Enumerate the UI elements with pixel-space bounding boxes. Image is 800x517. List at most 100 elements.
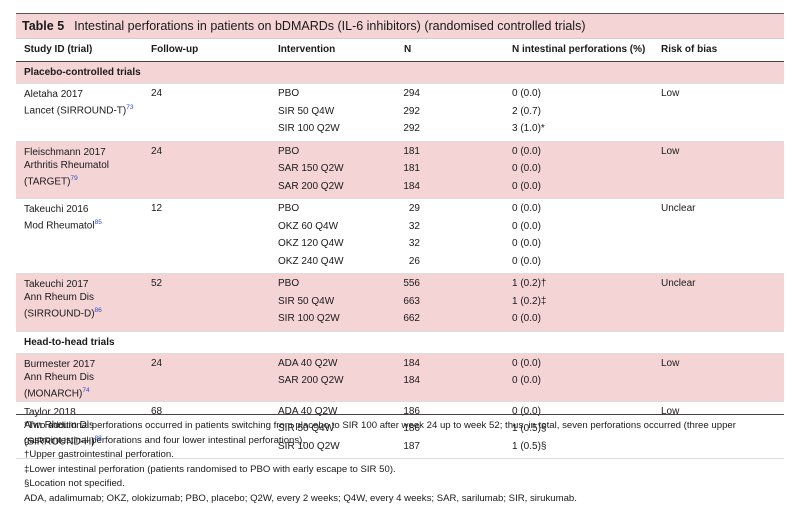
risk-of-bias: Low: [661, 145, 680, 157]
n-count: 186: [403, 423, 420, 434]
reference-link[interactable]: 74: [82, 386, 90, 394]
reference-link[interactable]: 73: [126, 104, 134, 111]
section-head-to-head: Head-to-head trials: [16, 331, 784, 354]
table-row: OKZ 120 Q4W 32 0 (0.0): [16, 235, 784, 252]
table-label: Table 5: [22, 19, 65, 33]
study-id: Fleischmann 2017 Arthritis Rheumatol (TARG…: [24, 146, 110, 187]
intervention: ADA 40 Q2W: [278, 357, 338, 369]
study-id: Taylor 2018 Ann Rheum Dis (SIRROUND-H)88: [24, 406, 102, 447]
followup-weeks: 24: [151, 145, 163, 157]
intervention: ADA 40 Q2W: [278, 405, 338, 417]
note: *Two additional perforations occurred in…: [24, 420, 736, 446]
table-row: SIR 100 Q2W 187 1 (0.5)§: [16, 438, 784, 455]
risk-of-bias: Low: [661, 88, 680, 99]
table-row: PBO 294 0 (0.0): [16, 85, 784, 102]
header-study: Study ID (trial): [24, 44, 93, 55]
followup-weeks: 68: [151, 405, 163, 417]
table-caption: Intestinal perforations in patients on b…: [74, 19, 586, 33]
header-row: Study ID (trial) Follow-up Intervention …: [16, 38, 784, 62]
intervention: SIR 100 Q2W: [278, 440, 340, 452]
note: ADA, adalimumab; OKZ, olokizumab; PBO, p…: [24, 492, 577, 504]
reference-link[interactable]: 85: [94, 219, 102, 226]
table-row: SIR 100 Q2W 292 3 (1.0)*: [16, 120, 784, 137]
followup-weeks: 52: [151, 278, 163, 289]
intervention: PBO: [278, 88, 300, 99]
trial-group: Aletaha 2017 Lancet (SIRROUND-T)73 24 Low PB…: [16, 84, 784, 142]
trial-group: Taylor 2018 Ann Rheum Dis (SIRROUND-H)88 68…: [16, 402, 784, 459]
n-count: 556: [403, 278, 420, 289]
n-count: 187: [403, 440, 420, 452]
reference-link[interactable]: 86: [94, 307, 102, 314]
n-count: 292: [403, 123, 420, 134]
n-count: 292: [403, 105, 420, 117]
n-count: 184: [403, 375, 420, 386]
results-table: Table 5 Intestinal perforations in patien…: [16, 13, 784, 459]
intervention: OKZ 60 Q4W: [278, 220, 339, 232]
n-count: 32: [408, 220, 420, 232]
header-intervention: Intervention: [278, 44, 336, 55]
perforation-count: 0 (0.0): [512, 88, 541, 99]
perforation-count: 1 (0.2)‡: [512, 295, 547, 307]
followup-weeks: 24: [151, 357, 163, 369]
intervention: SAR 200 Q2W: [278, 375, 344, 386]
perforation-count: 0 (0.0): [512, 313, 541, 324]
reference-link[interactable]: 88: [94, 434, 102, 442]
table-row: OKZ 240 Q4W 26 0 (0.0): [16, 253, 784, 270]
study-id: Takeuchi 2017 Ann Rheum Dis (SIRROUND-D)86: [24, 279, 102, 320]
n-count: 294: [403, 88, 420, 99]
intervention: SAR 200 Q2W: [278, 180, 344, 192]
table-row: SIR 50 Q4W 663 1 (0.2)‡: [16, 293, 784, 310]
trial-group: Fleischmann 2017 Arthritis Rheumatol (TARG…: [16, 141, 784, 199]
followup-weeks: 24: [151, 88, 163, 99]
perforation-count: 0 (0.0): [512, 220, 541, 232]
table-row: SIR 100 Q2W 662 0 (0.0): [16, 310, 784, 327]
intervention: OKZ 240 Q4W: [278, 255, 344, 267]
followup-weeks: 12: [151, 203, 163, 214]
intervention: PBO: [278, 145, 300, 157]
trial-group: Takeuchi 2017 Ann Rheum Dis (SIRROUND-D)86…: [16, 274, 784, 332]
n-count: 32: [408, 238, 420, 249]
risk-of-bias: Unclear: [661, 278, 696, 289]
table-row: PBO 29 0 (0.0): [16, 200, 784, 217]
perforation-count: 1 (0.5)§: [512, 440, 547, 452]
table-row: PBO 556 1 (0.2)†: [16, 275, 784, 292]
note: ‡Lower intestinal perforation (patients …: [24, 463, 396, 475]
study-id: Aletaha 2017 Lancet (SIRROUND-T)73: [24, 89, 134, 117]
perforation-count: 0 (0.0): [512, 163, 541, 174]
risk-of-bias: Unclear: [661, 203, 696, 214]
header-n: N: [404, 44, 412, 55]
table-row: OKZ 60 Q4W 32 0 (0.0): [16, 218, 784, 235]
intervention: OKZ 120 Q4W: [278, 238, 344, 249]
n-count: 662: [403, 313, 420, 324]
perforation-count: 2 (0.7): [512, 105, 541, 117]
header-risk-of-bias: Risk of bias: [661, 44, 718, 55]
note: †Upper gastrointestinal perforation.: [24, 449, 174, 460]
table-title: Table 5 Intestinal perforations in patien…: [16, 13, 784, 38]
n-count: 29: [408, 203, 420, 214]
trial-group: Burmester 2017 Ann Rheum Dis (MONARCH)74 24…: [16, 353, 784, 402]
n-count: 181: [403, 163, 420, 174]
reference-link[interactable]: 79: [70, 174, 78, 182]
perforation-count: 0 (0.0): [512, 145, 541, 157]
perforation-count: 0 (0.0): [512, 238, 541, 249]
intervention: SIR 50 Q4W: [278, 105, 335, 117]
study-id: Burmester 2017 Ann Rheum Dis (MONARCH)74: [24, 358, 96, 399]
intervention: PBO: [278, 278, 300, 289]
n-count: 184: [403, 357, 420, 369]
table-row: SAR 150 Q2W 181 0 (0.0): [16, 160, 784, 177]
table-row: ADA 40 Q2W 184 0 (0.0): [16, 355, 784, 372]
n-count: 184: [403, 180, 420, 192]
note: §Location not specified.: [24, 478, 125, 489]
perforation-count: 3 (1.0)*: [512, 123, 545, 134]
perforation-count: 1 (0.5)§: [512, 423, 547, 434]
table-row: SIR 50 Q4W 292 2 (0.7): [16, 103, 784, 120]
perforation-count: 0 (0.0): [512, 357, 541, 369]
perforation-count: 0 (0.0): [512, 203, 541, 214]
intervention: SAR 150 Q2W: [278, 163, 344, 174]
intervention: SIR 100 Q2W: [278, 313, 340, 324]
table-row: SAR 200 Q2W 184 0 (0.0): [16, 372, 784, 389]
table-row: SIR 50 Q4W 186 1 (0.5)§: [16, 420, 784, 437]
n-count: 26: [408, 255, 420, 267]
header-followup: Follow-up: [151, 44, 199, 55]
perforation-count: 1 (0.2)†: [512, 278, 547, 289]
